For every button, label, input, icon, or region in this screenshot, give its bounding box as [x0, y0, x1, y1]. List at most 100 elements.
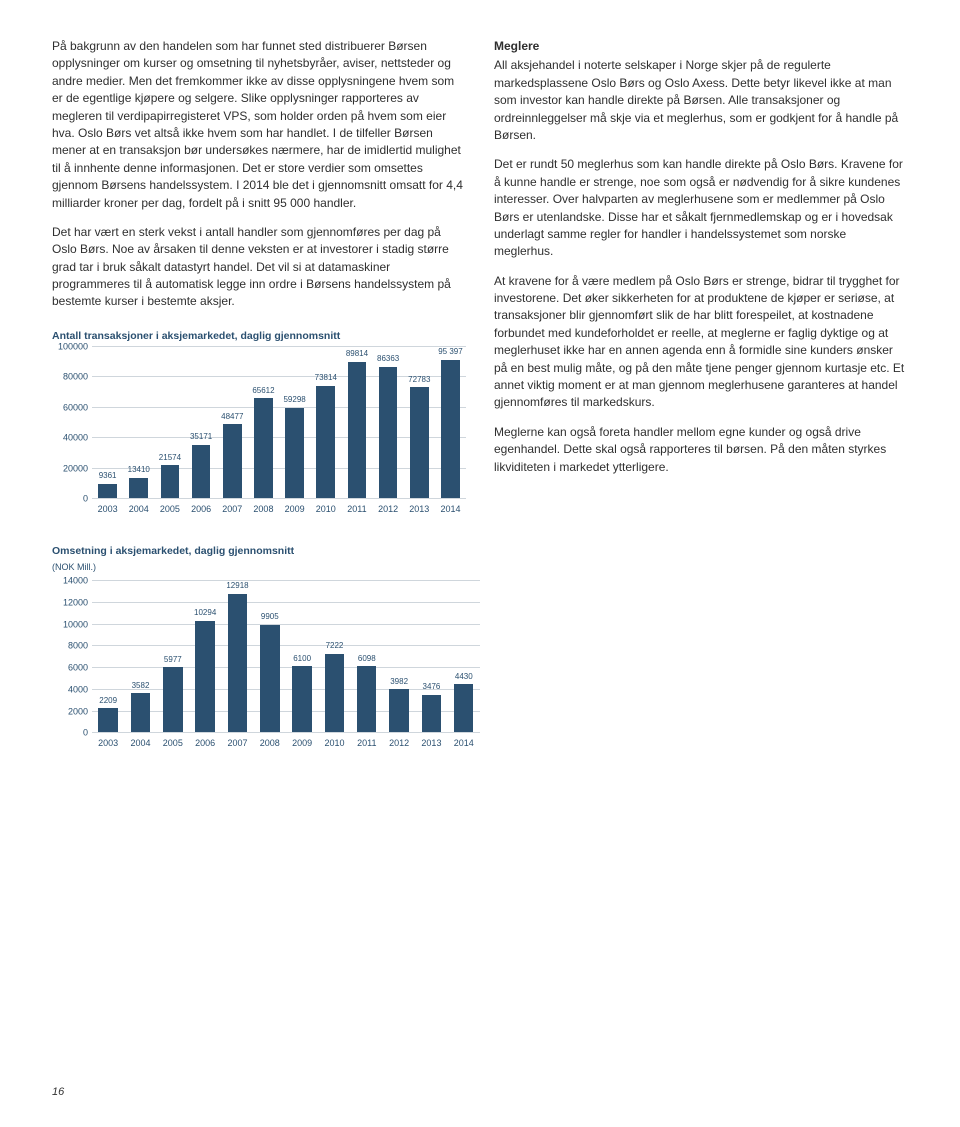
bar-value-label: 9905 — [261, 611, 279, 623]
bar: 6100 — [286, 580, 318, 732]
x-axis-label: 2013 — [415, 734, 447, 750]
page-number: 16 — [52, 1085, 64, 1101]
bar: 72783 — [404, 346, 435, 498]
bar-rect — [325, 654, 344, 732]
x-axis-label: 2004 — [124, 734, 156, 750]
bar-rect — [195, 621, 214, 733]
bar-rect — [454, 684, 473, 732]
bar: 35171 — [186, 346, 217, 498]
x-axis-label: 2012 — [373, 500, 404, 516]
bar: 3476 — [415, 580, 447, 732]
left-column: På bakgrunn av den handelen som har funn… — [52, 38, 466, 516]
x-axis-label: 2014 — [448, 734, 480, 750]
y-axis-label: 80000 — [52, 371, 88, 384]
bar: 9905 — [254, 580, 286, 732]
chart1-container: Antall transaksjoner i aksjemarkedet, da… — [52, 329, 466, 516]
bar: 86363 — [373, 346, 404, 498]
bar-rect — [389, 689, 408, 732]
x-axis-label: 2005 — [157, 734, 189, 750]
bar-rect — [260, 625, 279, 733]
bar: 95 397 — [435, 346, 466, 498]
chart1-title: Antall transaksjoner i aksjemarkedet, da… — [52, 329, 466, 344]
bar-value-label: 3582 — [132, 680, 150, 692]
bar-rect — [228, 594, 247, 732]
y-axis-label: 14000 — [52, 575, 88, 588]
y-axis-label: 100000 — [52, 341, 88, 354]
bar-rect — [161, 465, 180, 498]
bar: 10294 — [189, 580, 221, 732]
y-axis-label: 10000 — [52, 618, 88, 631]
bar-value-label: 13410 — [128, 464, 150, 476]
bar-value-label: 89814 — [346, 348, 368, 360]
bar-rect — [98, 708, 117, 732]
x-axis-label: 2003 — [92, 734, 124, 750]
bar-rect — [379, 367, 398, 498]
bar: 21574 — [154, 346, 185, 498]
bar: 48477 — [217, 346, 248, 498]
bar: 3982 — [383, 580, 415, 732]
bar-rect — [223, 424, 242, 498]
bar-rect — [292, 666, 311, 732]
x-axis-label: 2010 — [310, 500, 341, 516]
bar-value-label: 48477 — [221, 411, 243, 423]
x-axis-label: 2014 — [435, 500, 466, 516]
bar-value-label: 35171 — [190, 431, 212, 443]
y-axis-label: 60000 — [52, 401, 88, 414]
bar-value-label: 9361 — [99, 470, 117, 482]
bar-value-label: 12918 — [226, 580, 248, 592]
bar-rect — [192, 445, 211, 498]
chart1: 0200004000060000800001000009361134102157… — [52, 346, 466, 516]
x-axis-label: 2011 — [351, 734, 383, 750]
bar: 9361 — [92, 346, 123, 498]
chart2: 0200040006000800010000120001400022093582… — [52, 580, 480, 750]
y-axis-label: 8000 — [52, 640, 88, 653]
body-paragraph: All aksjehandel i noterte selskaper i No… — [494, 57, 908, 144]
bar-value-label: 3982 — [390, 676, 408, 688]
bar: 59298 — [279, 346, 310, 498]
bar-rect — [285, 408, 304, 498]
meglere-heading: Meglere — [494, 38, 908, 55]
bar: 7222 — [318, 580, 350, 732]
right-column: Meglere All aksjehandel i noterte selska… — [494, 38, 908, 516]
bar-rect — [422, 695, 441, 733]
bar-rect — [441, 360, 460, 498]
x-axis-label: 2009 — [286, 734, 318, 750]
bar-rect — [254, 398, 273, 498]
x-axis-label: 2007 — [217, 500, 248, 516]
bar-value-label: 10294 — [194, 607, 216, 619]
bar-rect — [316, 386, 335, 498]
chart2-subtitle: (NOK Mill.) — [52, 561, 480, 574]
bar: 2209 — [92, 580, 124, 732]
y-axis-label: 12000 — [52, 597, 88, 610]
bar-value-label: 6098 — [358, 653, 376, 665]
x-axis-label: 2011 — [341, 500, 372, 516]
x-axis-label: 2003 — [92, 500, 123, 516]
bar: 73814 — [310, 346, 341, 498]
x-axis-label: 2013 — [404, 500, 435, 516]
bar: 5977 — [157, 580, 189, 732]
bar-value-label: 2209 — [99, 695, 117, 707]
x-axis-label: 2012 — [383, 734, 415, 750]
x-axis-label: 2006 — [189, 734, 221, 750]
x-axis-label: 2009 — [279, 500, 310, 516]
bar-value-label: 73814 — [315, 372, 337, 384]
body-paragraph: På bakgrunn av den handelen som har funn… — [52, 38, 466, 212]
x-axis-label: 2008 — [254, 734, 286, 750]
y-axis-label: 6000 — [52, 662, 88, 675]
two-column-layout: På bakgrunn av den handelen som har funn… — [52, 38, 908, 516]
bar-value-label: 7222 — [326, 640, 344, 652]
x-axis-label: 2007 — [221, 734, 253, 750]
bar-value-label: 4430 — [455, 671, 473, 683]
x-axis-label: 2005 — [154, 500, 185, 516]
bar-value-label: 59298 — [283, 394, 305, 406]
bar-value-label: 86363 — [377, 353, 399, 365]
bar-rect — [98, 484, 117, 498]
bar-value-label: 3476 — [423, 681, 441, 693]
bar-value-label: 6100 — [293, 653, 311, 665]
body-paragraph: Det er rundt 50 meglerhus som kan handle… — [494, 156, 908, 260]
y-axis-label: 40000 — [52, 432, 88, 445]
x-axis-label: 2008 — [248, 500, 279, 516]
y-axis-label: 4000 — [52, 683, 88, 696]
bar: 4430 — [448, 580, 480, 732]
bar-rect — [357, 666, 376, 732]
